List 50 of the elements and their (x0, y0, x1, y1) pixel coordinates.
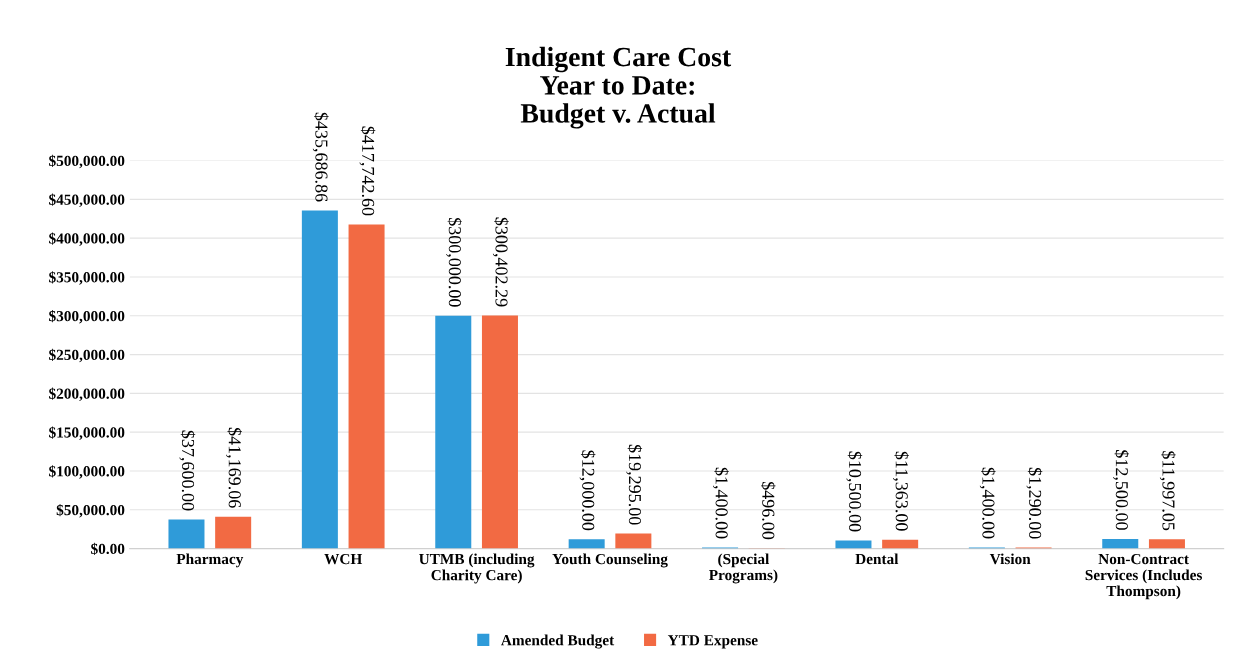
y-tick-label: $0.00 (91, 542, 125, 556)
data-label: $417,742.60 (359, 126, 376, 216)
bar (568, 539, 605, 549)
data-label: $496.00 (761, 481, 776, 540)
bar (1148, 539, 1185, 549)
y-tick-label: $400,000.00 (49, 232, 125, 246)
y-tick-label: $450,000.00 (49, 193, 125, 208)
bar (882, 539, 919, 549)
x-tick-label: Dental (855, 553, 899, 565)
bar (615, 533, 652, 549)
x-tick-label: UTMB (including Charity Care) (419, 553, 535, 584)
data-label: $1,400.00 (979, 467, 996, 539)
bar (1102, 538, 1139, 549)
legend-label: YTD Expense (667, 635, 758, 649)
data-label: $11,997.05 (1159, 451, 1176, 531)
data-label: $1,400.00 (712, 467, 729, 539)
legend-label: Amended Budget (501, 634, 615, 649)
bar (301, 210, 338, 549)
data-label: $10,500.00 (846, 451, 863, 532)
bar (835, 540, 872, 549)
bar (215, 516, 252, 549)
data-label: $11,363.00 (893, 451, 909, 531)
bar (481, 315, 518, 549)
y-tick-label: $200,000.00 (49, 387, 125, 402)
y-tick-label: $250,000.00 (49, 348, 125, 363)
x-tick-label: Pharmacy (176, 553, 244, 568)
data-label: $12,000.00 (579, 450, 596, 531)
y-tick-label: $50,000.00 (56, 504, 125, 518)
data-label: $1,290.00 (1026, 467, 1043, 539)
x-tick-label: Non-Contract Services (Includes Thompson) (1085, 553, 1202, 600)
bar (168, 519, 205, 549)
y-tick-label: $150,000.00 (49, 426, 125, 440)
data-label: $19,295.00 (626, 444, 643, 525)
data-label: $300,000.00 (446, 217, 462, 307)
data-label: $41,169.06 (226, 427, 242, 508)
y-tick-label: $500,000.00 (49, 154, 125, 169)
x-tick-label: Vision (989, 553, 1031, 565)
data-label: $435,686.86 (312, 112, 329, 202)
x-tick-label: Youth Counseling (552, 553, 668, 568)
y-tick-label: $100,000.00 (49, 465, 125, 479)
data-label: $300,402.29 (492, 217, 509, 307)
data-label: $12,500.00 (1113, 450, 1129, 530)
bar (348, 224, 385, 549)
chart-title: Indigent Care Cost Year to Date: Budget v. Actual (505, 46, 732, 129)
y-tick-label: $350,000.00 (49, 271, 125, 285)
x-tick-label: WCH (324, 553, 363, 565)
bar (435, 315, 472, 549)
x-tick-label: (Special Programs) (709, 553, 778, 584)
y-tick-label: $300,000.00 (49, 310, 125, 324)
data-label: $37,600.00 (179, 430, 196, 511)
